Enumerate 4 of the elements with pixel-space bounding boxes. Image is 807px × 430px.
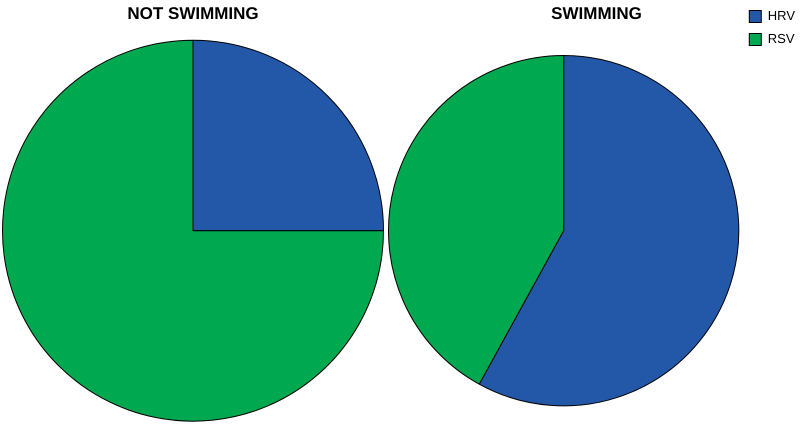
legend-label: RSV [768,31,795,46]
slice-label: NOT SWIMMING [127,4,259,23]
slice-label: SWIMMING [551,4,642,23]
legend-label: HRV [768,8,796,24]
